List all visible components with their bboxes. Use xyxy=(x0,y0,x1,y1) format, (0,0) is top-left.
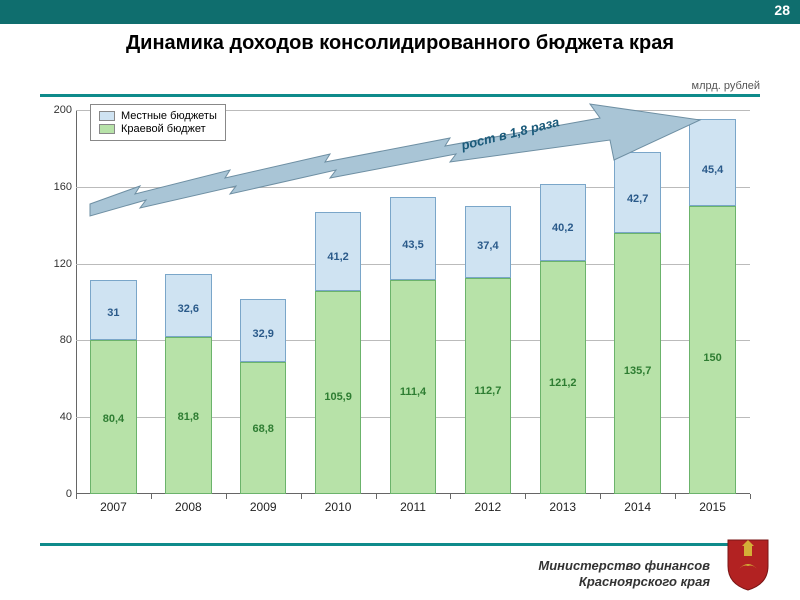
legend-item-regional: Краевой бюджет xyxy=(99,123,217,135)
x-category-label: 2014 xyxy=(608,500,668,514)
bar-value-regional: 105,9 xyxy=(315,391,361,403)
y-tick-label: 40 xyxy=(42,411,72,423)
legend-swatch-regional xyxy=(99,124,115,134)
footer-rule xyxy=(40,543,760,546)
bar-value-local: 37,4 xyxy=(465,240,511,252)
bar-regional xyxy=(689,206,735,494)
bar-group: 80,4 31 xyxy=(90,110,136,494)
y-tick-label: 200 xyxy=(42,104,72,116)
y-tick-label: 160 xyxy=(42,181,72,193)
x-category-label: 2009 xyxy=(233,500,293,514)
bar-value-local: 41,2 xyxy=(315,251,361,263)
x-category-label: 2012 xyxy=(458,500,518,514)
page-title: Динамика доходов консолидированного бюдж… xyxy=(0,32,800,55)
legend-item-local: Местные бюджеты xyxy=(99,110,217,122)
x-tick xyxy=(376,494,377,499)
legend-label-regional: Краевой бюджет xyxy=(121,123,206,135)
bar-regional xyxy=(614,233,660,494)
bar-value-local: 45,4 xyxy=(689,164,735,176)
x-category-label: 2010 xyxy=(308,500,368,514)
bar-value-regional: 121,2 xyxy=(540,377,586,389)
x-category-label: 2013 xyxy=(533,500,593,514)
x-tick xyxy=(76,494,77,499)
x-tick xyxy=(750,494,751,499)
bar-value-regional: 81,8 xyxy=(165,411,211,423)
x-category-label: 2007 xyxy=(83,500,143,514)
bar-group: 105,9 41,2 xyxy=(315,110,361,494)
coat-of-arms-icon xyxy=(724,536,772,592)
x-tick xyxy=(226,494,227,499)
revenue-chart: 0 40 80 120 160 200 2007 80,4 31 2008 81,8 32,6 2009… xyxy=(40,100,760,520)
bar-value-local: 31 xyxy=(90,307,136,319)
x-tick xyxy=(600,494,601,499)
bar-value-local: 40,2 xyxy=(540,222,586,234)
bar-group: 112,7 37,4 xyxy=(465,110,511,494)
bar-group: 135,7 42,7 xyxy=(614,110,660,494)
plot-area: 04080120160200200780,431200881,832,62009… xyxy=(76,110,750,494)
x-tick xyxy=(450,494,451,499)
page-number: 28 xyxy=(774,2,790,18)
y-tick-label: 80 xyxy=(42,334,72,346)
bar-value-regional: 135,7 xyxy=(614,365,660,377)
y-tick-label: 0 xyxy=(42,488,72,500)
x-category-label: 2011 xyxy=(383,500,443,514)
x-category-label: 2008 xyxy=(158,500,218,514)
bar-group: 121,2 40,2 xyxy=(540,110,586,494)
legend-swatch-local xyxy=(99,111,115,121)
header-rule xyxy=(40,94,760,97)
footer-line1: Министерство финансов xyxy=(538,558,710,574)
bar-group: 111,4 43,5 xyxy=(390,110,436,494)
unit-label: млрд. рублей xyxy=(692,80,760,92)
slide: 28 Динамика доходов консолидированного б… xyxy=(0,0,800,600)
y-tick-label: 120 xyxy=(42,258,72,270)
footer-line2: Красноярского края xyxy=(538,574,710,590)
bar-value-regional: 112,7 xyxy=(465,385,511,397)
header-bar: 28 xyxy=(0,0,800,24)
bar-value-regional: 111,4 xyxy=(390,386,436,398)
bar-value-local: 43,5 xyxy=(390,239,436,251)
legend: Местные бюджеты Краевой бюджет xyxy=(90,104,226,141)
legend-label-local: Местные бюджеты xyxy=(121,110,217,122)
bar-value-local: 42,7 xyxy=(614,193,660,205)
bar-value-local: 32,9 xyxy=(240,328,286,340)
x-tick xyxy=(301,494,302,499)
x-tick xyxy=(525,494,526,499)
x-category-label: 2015 xyxy=(683,500,743,514)
bar-value-regional: 150 xyxy=(689,352,735,364)
x-tick xyxy=(675,494,676,499)
bar-group: 150 45,4 xyxy=(689,110,735,494)
bar-group: 68,8 32,9 xyxy=(240,110,286,494)
bar-value-regional: 80,4 xyxy=(90,413,136,425)
y-axis xyxy=(76,110,77,494)
bar-local xyxy=(689,119,735,206)
x-tick xyxy=(151,494,152,499)
bar-group: 81,8 32,6 xyxy=(165,110,211,494)
bar-value-local: 32,6 xyxy=(165,303,211,315)
footer-text: Министерство финансов Красноярского края xyxy=(538,558,710,591)
bar-value-regional: 68,8 xyxy=(240,423,286,435)
